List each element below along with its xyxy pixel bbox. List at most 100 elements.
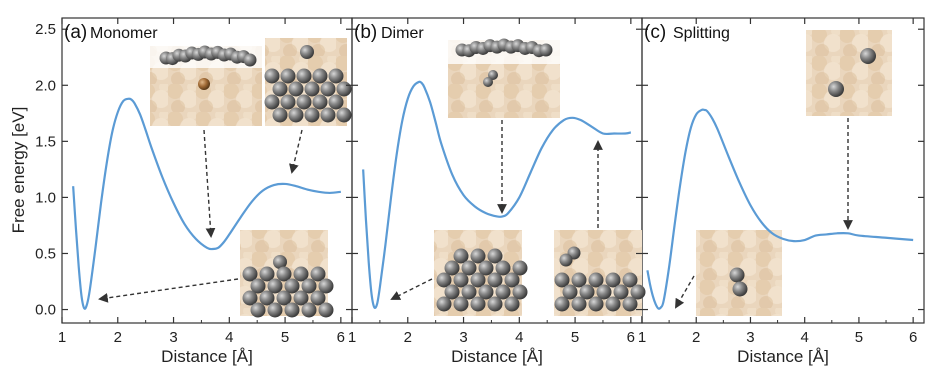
atom-sphere — [264, 68, 280, 84]
atom-sphere — [512, 260, 528, 276]
atom-sphere — [272, 81, 288, 97]
panel-a-label: (a) — [64, 22, 87, 43]
atom-sphere — [453, 296, 469, 312]
atom-sphere — [539, 43, 553, 57]
atom-sphere — [495, 284, 511, 300]
annotation-arrows — [98, 118, 853, 309]
atom-sphere — [622, 272, 638, 288]
atom-sphere — [284, 302, 300, 318]
arrow-a-surface-to-plateau — [289, 129, 303, 174]
free-energy-curve-a — [72, 97, 341, 310]
atom-sphere — [312, 94, 328, 110]
atom-sphere — [483, 77, 493, 87]
arrow-a-bound-to-well — [98, 278, 239, 303]
atom-sphere — [310, 266, 326, 282]
atom-sphere — [571, 296, 587, 312]
atom-sphere — [461, 260, 477, 276]
atom-sphere — [453, 272, 469, 288]
y-tick-label: 2.5 — [35, 21, 56, 38]
atom-sphere — [280, 94, 296, 110]
x-tick-label-a: 4 — [225, 329, 233, 346]
atom-sphere — [487, 248, 503, 264]
atom-sphere — [288, 107, 304, 123]
atom-sphere — [470, 272, 486, 288]
x-axis-label-a: Distance [Å] — [161, 347, 253, 366]
atom-sphere — [328, 94, 344, 110]
atom-sphere — [495, 260, 511, 276]
x-tick-label-b: 4 — [515, 329, 523, 346]
atom-sphere — [512, 284, 528, 300]
atom-sphere — [320, 107, 336, 123]
x-tick-label-b: 5 — [571, 329, 579, 346]
atom-sphere — [559, 253, 573, 267]
atom-sphere — [478, 284, 494, 300]
panel-b-label: (b) — [354, 22, 377, 43]
atom-sphere — [622, 296, 638, 312]
atom-sphere — [328, 68, 344, 84]
x-tick-label-c: 3 — [746, 329, 754, 346]
x-tick-label-b: 1 — [348, 329, 356, 346]
atom-sphere — [605, 296, 621, 312]
atom-sphere — [461, 284, 477, 300]
atom-sphere — [478, 260, 494, 276]
panel-a-title: Monomer — [90, 25, 158, 42]
atom-sphere — [310, 290, 326, 306]
dimer-cavity-inset — [448, 38, 560, 118]
split-paired-inset — [696, 230, 782, 316]
y-tick-label: 1.5 — [35, 133, 56, 150]
atom-sphere — [243, 53, 257, 67]
atom-sphere — [596, 284, 612, 300]
atom-sphere — [264, 94, 280, 110]
atom-sphere — [301, 278, 317, 294]
x-tick-label-b: 3 — [459, 329, 467, 346]
x-tick-label-b: 2 — [404, 329, 412, 346]
atom-sphere — [284, 278, 300, 294]
atom-sphere — [630, 284, 646, 300]
atom-sphere — [288, 81, 304, 97]
free-energy-curve-c — [646, 108, 914, 310]
atom-sphere — [605, 272, 621, 288]
atom-sphere — [300, 45, 314, 59]
panel-c-title: Splitting — [673, 25, 730, 42]
atom-sphere — [273, 255, 287, 269]
atom-sphere — [554, 272, 570, 288]
atom-sphere — [250, 278, 266, 294]
x-tick-label-c: 5 — [855, 329, 863, 346]
atom-sphere — [444, 284, 460, 300]
atom-sphere — [242, 266, 258, 282]
atom-sphere — [267, 302, 283, 318]
x-tick-label-c: 6 — [909, 329, 917, 346]
atom-sphere — [336, 107, 352, 123]
x-axis-label-b: Distance [Å] — [451, 347, 543, 366]
atom-sphere — [470, 248, 486, 264]
x-tick-label-b: 6 — [627, 329, 635, 346]
atom-sphere — [336, 81, 352, 97]
atom-sphere — [312, 68, 328, 84]
x-tick-label-c: 2 — [692, 329, 700, 346]
atom-sphere — [259, 266, 275, 282]
panel-b-title: Dimer — [381, 25, 424, 42]
x-axis-label-c: Distance [Å] — [737, 347, 829, 366]
atom-sphere — [272, 107, 288, 123]
atom-sphere — [436, 296, 452, 312]
atom-sphere — [504, 272, 520, 288]
atom-sphere — [318, 278, 334, 294]
atom-sphere — [276, 266, 292, 282]
x-tick-label-a: 3 — [169, 329, 177, 346]
dimer-surface-inset — [554, 230, 646, 316]
dimer-bound-inset — [434, 230, 528, 316]
atom-sphere — [453, 248, 469, 264]
monomer-cavity-inset — [150, 45, 262, 126]
y-axis-label: Free energy [eV] — [9, 107, 28, 234]
monomer-surface-inset — [264, 38, 352, 126]
atom-sphere — [613, 284, 629, 300]
atom-sphere — [487, 296, 503, 312]
atom-sphere — [301, 302, 317, 318]
atom-sphere — [588, 296, 604, 312]
atom-sphere — [487, 272, 503, 288]
y-tick-label: 0.5 — [35, 245, 56, 262]
x-tick-label-a: 6 — [337, 329, 345, 346]
atom-sphere — [318, 302, 334, 318]
y-tick-label: 0.0 — [35, 302, 56, 319]
